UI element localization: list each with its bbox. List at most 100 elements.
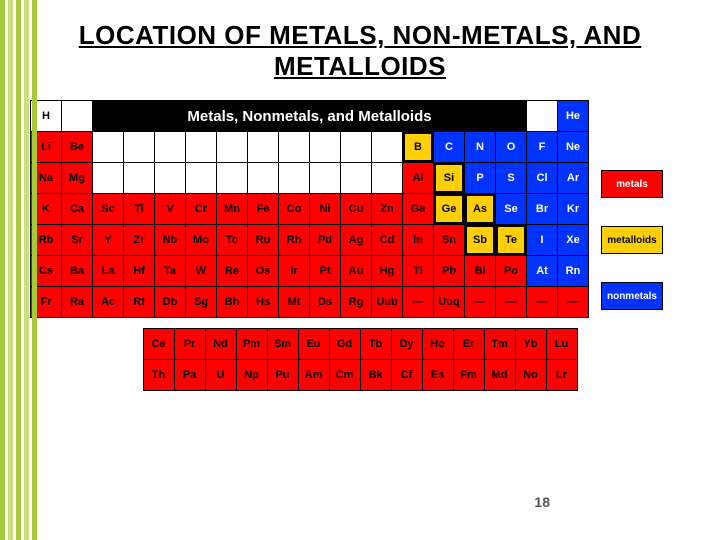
element-cell: Mg (62, 163, 92, 193)
element-cell: Ds (310, 287, 340, 317)
element-cell: Ag (341, 225, 371, 255)
element-cell: Br (527, 194, 557, 224)
slide: LOCATION OF METALS, NON-METALS, AND META… (0, 0, 720, 540)
f-block: CePrNdPmSmEuGdTbDyHoErTmYbLuThPaUNpPuAmC… (143, 328, 578, 391)
blank-cell (155, 132, 185, 162)
element-cell: Ti (124, 194, 154, 224)
element-cell: Yb (516, 329, 546, 359)
element-cell: N (465, 132, 495, 162)
element-cell: Si (434, 163, 464, 193)
decorative-stripe (16, 0, 21, 540)
element-cell: Ir (279, 256, 309, 286)
element-cell: Rg (341, 287, 371, 317)
element-cell: Sm (268, 329, 298, 359)
element-cell: Tc (217, 225, 247, 255)
element-cell: Uuq (434, 287, 464, 317)
element-cell: Cl (527, 163, 557, 193)
element-cell: Cm (330, 360, 360, 390)
element-cell: Ni (310, 194, 340, 224)
element-cell: Mo (186, 225, 216, 255)
blank-cell (310, 163, 340, 193)
element-cell: Re (217, 256, 247, 286)
element-cell: Lu (547, 329, 577, 359)
element-cell: Nb (155, 225, 185, 255)
blank-cell (186, 163, 216, 193)
blank-cell (527, 101, 557, 131)
blank-cell (372, 132, 402, 162)
blank-cell (341, 132, 371, 162)
element-cell: Md (485, 360, 515, 390)
element-cell: Er (454, 329, 484, 359)
blank-cell (279, 163, 309, 193)
legend-item: nonmetals (601, 282, 663, 310)
element-cell: Np (237, 360, 267, 390)
element-cell: Nd (206, 329, 236, 359)
element-cell: Ru (248, 225, 278, 255)
element-cell: S (496, 163, 526, 193)
element-cell: Y (93, 225, 123, 255)
blank-cell (248, 132, 278, 162)
element-cell: Os (248, 256, 278, 286)
element-cell: F (527, 132, 557, 162)
element-cell: Mt (279, 287, 309, 317)
element-cell: W (186, 256, 216, 286)
element-cell: Zn (372, 194, 402, 224)
element-cell: Ta (155, 256, 185, 286)
element-cell: Ho (423, 329, 453, 359)
periodic-table-wrap: Metals, Nonmetals, and Metalloids HHeLiB… (30, 100, 690, 318)
element-cell: Pt (310, 256, 340, 286)
element-cell: As (465, 194, 495, 224)
element-cell: Hf (124, 256, 154, 286)
blank-cell (310, 132, 340, 162)
element-cell: — (403, 287, 433, 317)
blank-cell (124, 163, 154, 193)
element-cell: Co (279, 194, 309, 224)
element-cell: Uub (372, 287, 402, 317)
blank-cell (124, 132, 154, 162)
element-cell: Ar (558, 163, 588, 193)
element-cell: — (558, 287, 588, 317)
element-cell: Fm (454, 360, 484, 390)
element-cell: No (516, 360, 546, 390)
element-cell: O (496, 132, 526, 162)
element-cell: I (527, 225, 557, 255)
element-cell: At (527, 256, 557, 286)
element-cell: — (496, 287, 526, 317)
element-cell: — (465, 287, 495, 317)
blank-cell (62, 101, 92, 131)
element-cell: Cd (372, 225, 402, 255)
blank-cell (217, 163, 247, 193)
element-cell: Rf (124, 287, 154, 317)
element-cell: Pa (175, 360, 205, 390)
legend-item: metalloids (601, 226, 663, 254)
element-cell: Se (496, 194, 526, 224)
blank-cell (155, 163, 185, 193)
element-cell: Ge (434, 194, 464, 224)
element-cell: La (93, 256, 123, 286)
element-cell: Cf (392, 360, 422, 390)
element-cell: Ce (144, 329, 174, 359)
element-cell: Sc (93, 194, 123, 224)
decorative-stripe (24, 0, 29, 540)
element-cell: Sg (186, 287, 216, 317)
element-cell: Bk (361, 360, 391, 390)
element-cell: Mn (217, 194, 247, 224)
blank-cell (186, 132, 216, 162)
element-cell: Hs (248, 287, 278, 317)
slide-title: LOCATION OF METALS, NON-METALS, AND META… (30, 20, 690, 82)
element-cell: Fe (248, 194, 278, 224)
element-cell: C (434, 132, 464, 162)
chart-title: Metals, Nonmetals, and Metalloids (93, 101, 526, 131)
element-cell: V (155, 194, 185, 224)
element-cell: In (403, 225, 433, 255)
element-cell: Sr (62, 225, 92, 255)
element-cell: Zr (124, 225, 154, 255)
blank-cell (217, 132, 247, 162)
element-cell: Dy (392, 329, 422, 359)
element-cell: P (465, 163, 495, 193)
element-cell: Be (62, 132, 92, 162)
decorative-stripe (0, 0, 5, 540)
element-cell: Pu (268, 360, 298, 390)
element-cell: Rn (558, 256, 588, 286)
legend: metalsmetalloidsnonmetals (601, 170, 663, 310)
